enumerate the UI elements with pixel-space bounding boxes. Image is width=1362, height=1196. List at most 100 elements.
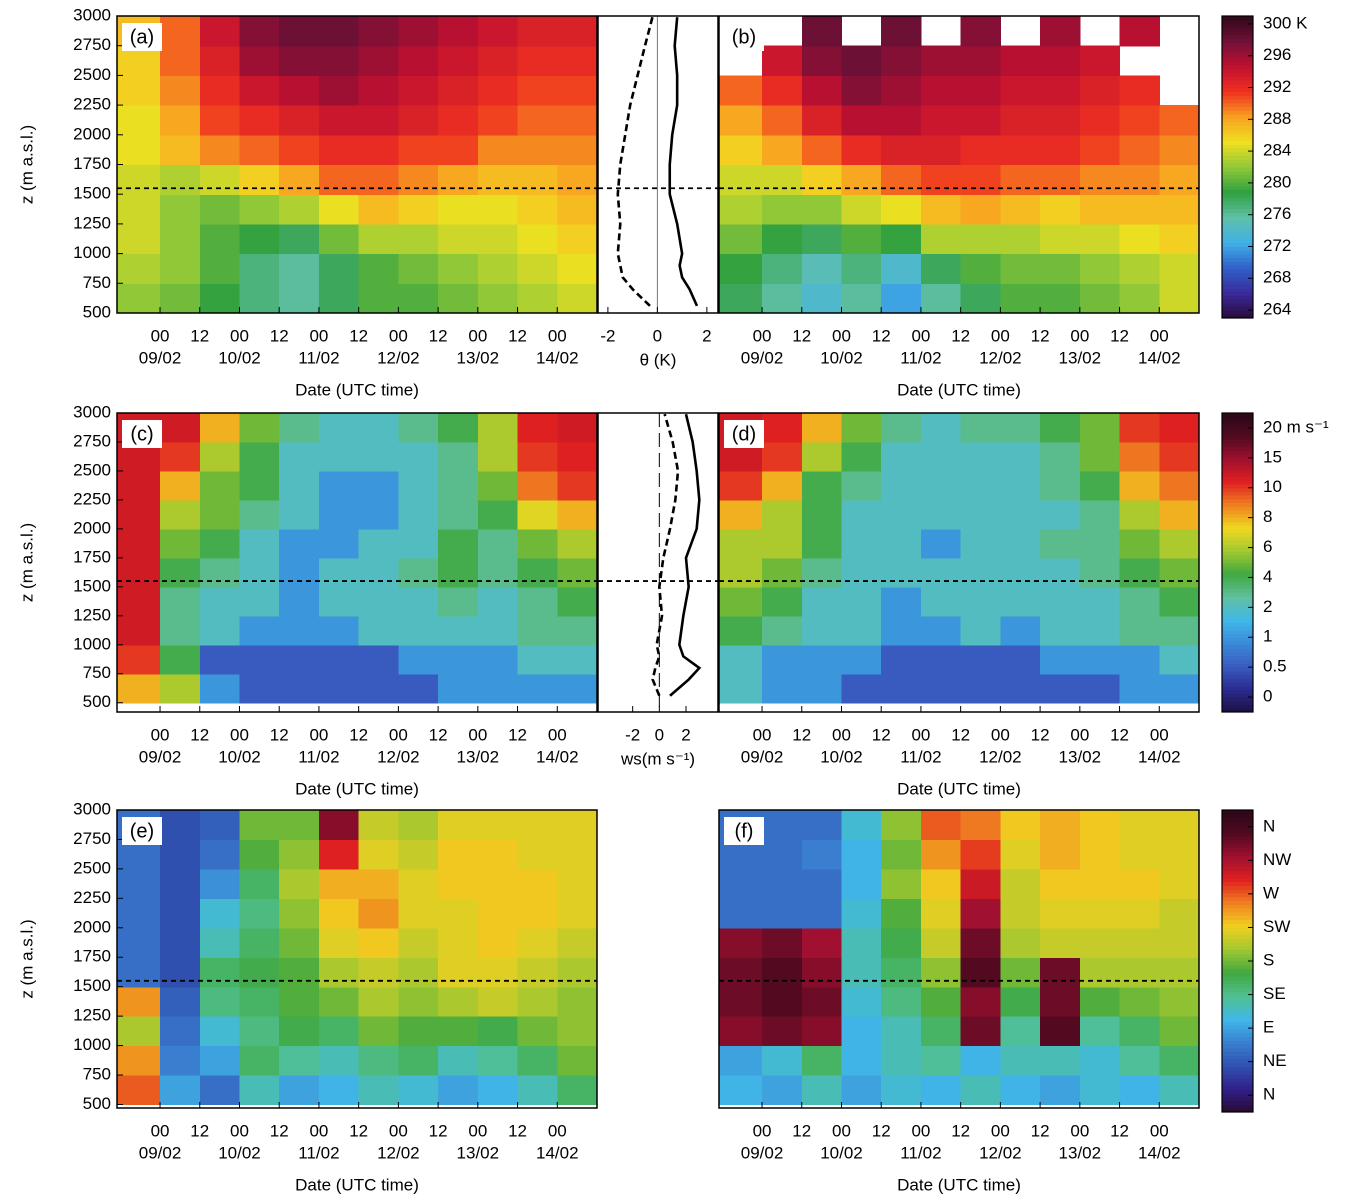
heatmap-cell [1040, 868, 1081, 899]
colorbar-strip [1222, 652, 1253, 657]
heatmap-cell [199, 898, 241, 929]
heatmap-cell [881, 16, 922, 47]
heatmap-cell [1000, 528, 1041, 559]
date-label: 10/02 [820, 1143, 863, 1162]
heatmap-cell [358, 45, 399, 76]
colorbar-strip [1222, 1100, 1253, 1105]
colorbar-tick-label: N [1263, 1085, 1275, 1104]
colorbar-strip [1222, 885, 1253, 890]
heatmap-cell [318, 528, 360, 559]
heatmap-cell [841, 673, 882, 704]
heatmap-cell [517, 470, 558, 501]
colorbar-strip [1222, 1028, 1253, 1034]
colorbar-strip [1222, 893, 1253, 898]
x-tick-label: 2 [681, 725, 690, 744]
heatmap-cell [920, 898, 962, 929]
heatmap-cell [1079, 223, 1121, 255]
heatmap-cell [1000, 986, 1041, 1017]
colorbar-strip [1222, 877, 1253, 883]
x-tick-label: 12 [270, 326, 289, 345]
heatmap-cell [199, 499, 241, 530]
heatmap-cell [1040, 194, 1081, 225]
heatmap-cell [841, 470, 882, 501]
heatmap-cell [881, 105, 922, 136]
heatmap-cell [920, 1075, 962, 1106]
colorbar-tick-label: SW [1263, 917, 1290, 936]
heatmap-cell [358, 644, 399, 675]
colorbar-strip [1222, 1025, 1253, 1030]
heatmap-cell [438, 839, 479, 870]
heatmap-cell [398, 499, 439, 530]
heatmap-cell [1119, 223, 1160, 255]
heatmap-cell [1119, 16, 1160, 47]
colorbar-strip [1222, 1051, 1253, 1056]
heatmap-cell [1119, 164, 1160, 195]
heatmap-cell [920, 1045, 962, 1076]
x-tick-label: 12 [270, 725, 289, 744]
heatmap-cell [1079, 194, 1121, 225]
heatmap-cell [762, 986, 803, 1017]
heatmap-cell [960, 105, 1001, 136]
heatmap-cell [1040, 528, 1081, 559]
x-tick-label: 12 [429, 1121, 448, 1140]
heatmap-cell [801, 134, 843, 166]
x-tick-label: 12 [951, 1121, 970, 1140]
heatmap-cells [719, 810, 1200, 1106]
heatmap-cell [358, 927, 399, 958]
heatmap-cell [477, 986, 519, 1017]
heatmap-cell [841, 1016, 882, 1047]
heatmap-cell [279, 557, 320, 588]
heatmap-cell [881, 1016, 922, 1047]
y-axis-label: z (m a.s.l.) [17, 523, 36, 602]
heatmap-cell [517, 898, 558, 929]
colorbar-strip [1222, 204, 1253, 210]
colorbar-strip [1222, 1055, 1253, 1060]
colorbar-strip [1222, 299, 1253, 304]
heatmap-cell [557, 441, 598, 472]
x-tick-label: 00 [832, 1121, 851, 1140]
heatmap-cell [477, 898, 519, 929]
x-tick-label: 12 [190, 725, 209, 744]
colorbar-tick-label: 10 [1263, 477, 1282, 496]
heatmap-cell [920, 470, 962, 501]
heatmap-cell [920, 164, 962, 195]
heatmap-cell [1159, 839, 1200, 870]
heatmap-cell [358, 557, 399, 588]
heatmap-cell [117, 253, 161, 284]
heatmap-cell [318, 441, 360, 472]
heatmap-cell [920, 957, 962, 988]
heatmap-cell [841, 557, 882, 588]
heatmap-cell [1000, 441, 1041, 472]
heatmap-cell [1040, 615, 1081, 646]
panel-label-box [724, 23, 764, 51]
heatmap-cell [1079, 1045, 1121, 1076]
colorbar-strip [1222, 197, 1253, 202]
heatmap-cell [117, 470, 161, 501]
y-tick-label: 2750 [73, 35, 111, 54]
heatmap-cell [1000, 586, 1041, 617]
heatmap-cell [1119, 1016, 1160, 1047]
heatmap-cell [1040, 839, 1081, 870]
x-tick-label: 00 [1070, 326, 1089, 345]
heatmap-cell [438, 223, 479, 255]
heatmap-cell [719, 164, 763, 195]
heatmap-cell [557, 839, 598, 870]
heatmap-cell [719, 528, 763, 559]
heatmap-cell [960, 1045, 1001, 1076]
x-tick-label: 00 [548, 725, 567, 744]
heatmap-cell [841, 413, 882, 443]
colorbar-strip [1222, 915, 1253, 920]
colorbar-strip [1222, 525, 1253, 530]
heatmap-cell [239, 283, 280, 314]
heatmap-cell [279, 164, 320, 195]
y-axis-label: z (m a.s.l.) [17, 919, 36, 998]
heatmap-cell [199, 16, 241, 47]
y-tick-label: 1500 [73, 184, 111, 203]
colorbar-tick-label: 15 [1263, 447, 1282, 466]
heatmap-cell [881, 164, 922, 195]
colorbar-strip [1222, 302, 1253, 308]
heatmap-cell [1159, 499, 1200, 530]
panel-label: (c) [130, 423, 153, 445]
colorbar-strip [1222, 817, 1253, 822]
heatmap-cell [960, 441, 1001, 472]
